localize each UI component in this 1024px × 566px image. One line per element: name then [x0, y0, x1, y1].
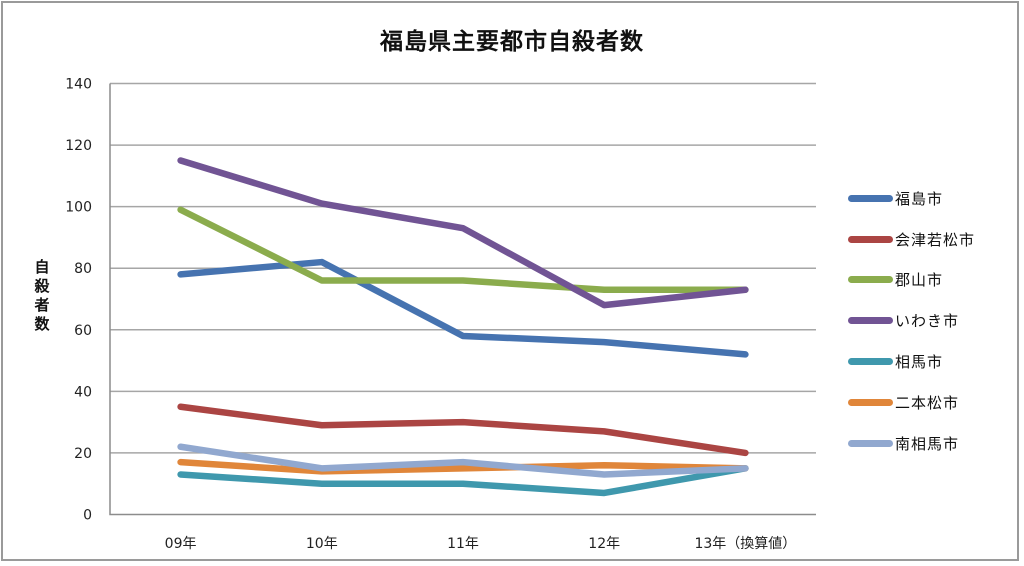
- x-tick-label: 12年: [588, 536, 620, 552]
- series-line: [177, 443, 749, 478]
- y-tick-label: 0: [83, 508, 92, 524]
- legend-item: 相馬市: [848, 341, 975, 382]
- chart-title: 福島県主要都市自殺者数: [380, 29, 644, 55]
- legend-item: 南相馬市: [848, 423, 975, 464]
- series-line: [177, 403, 749, 457]
- series-line: [177, 157, 749, 309]
- y-tick-label: 120: [65, 138, 92, 154]
- legend-label: 会津若松市: [895, 230, 976, 249]
- x-tick-label: 11年: [447, 536, 479, 552]
- legend-item: 郡山市: [848, 260, 975, 301]
- y-tick-label: 40: [74, 384, 92, 400]
- axes: [109, 83, 816, 516]
- y-tick-label: 100: [65, 200, 92, 216]
- legend-swatch: [848, 276, 893, 284]
- y-axis-label: 自殺者数: [34, 258, 50, 333]
- y-tick-label: 20: [74, 446, 92, 462]
- x-tick-label: 13年（換算値）: [694, 536, 796, 552]
- x-tick-label: 10年: [306, 536, 338, 552]
- legend-swatch: [848, 358, 893, 366]
- y-tick-label: 140: [65, 77, 92, 93]
- legend-swatch: [848, 235, 893, 243]
- legend-label: 二本松市: [895, 393, 960, 412]
- legend-item: 二本松市: [848, 382, 975, 423]
- series-line: [177, 465, 749, 497]
- y-tick-label: 60: [74, 323, 92, 339]
- legend: 福島市会津若松市郡山市いわき市相馬市二本松市南相馬市: [848, 178, 975, 464]
- legend-label: 福島市: [895, 189, 944, 208]
- legend-label: 郡山市: [895, 271, 944, 290]
- series-line: [177, 458, 749, 475]
- legend-label: 南相馬市: [895, 434, 960, 453]
- series-line: [177, 258, 749, 358]
- legend-swatch: [848, 194, 893, 202]
- legend-label: いわき市: [895, 312, 960, 331]
- y-tick-label: 80: [74, 261, 92, 277]
- legend-item: 会津若松市: [848, 219, 975, 260]
- series-line: [177, 206, 749, 294]
- x-tick-label: 09年: [165, 536, 197, 552]
- legend-label: 相馬市: [895, 353, 944, 372]
- legend-item: いわき市: [848, 300, 975, 341]
- legend-swatch: [848, 398, 893, 406]
- legend-swatch: [848, 317, 893, 325]
- legend-swatch: [848, 439, 893, 447]
- legend-item: 福島市: [848, 178, 975, 219]
